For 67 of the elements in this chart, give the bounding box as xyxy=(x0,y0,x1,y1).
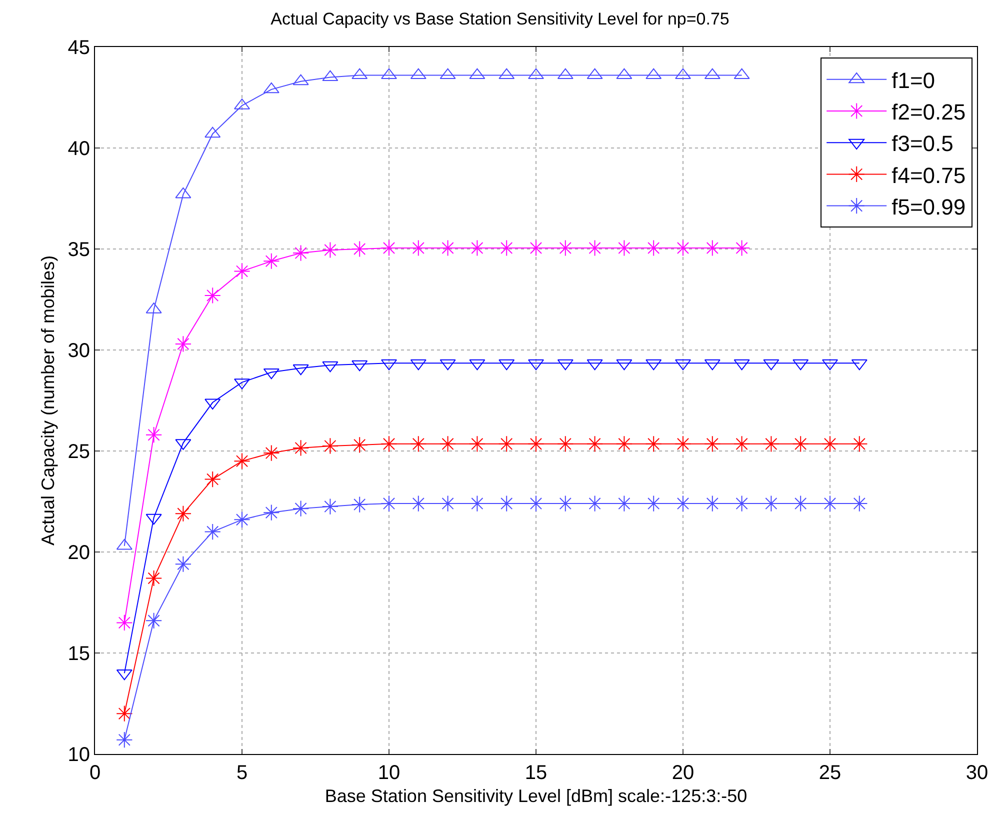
point xyxy=(380,436,398,452)
chart-title: Actual Capacity vs Base Station Sensitivity Level for np=0.75 xyxy=(270,9,730,28)
point xyxy=(616,436,632,452)
point xyxy=(410,436,427,452)
y-tick-label: 20 xyxy=(68,542,90,564)
point xyxy=(734,436,750,452)
point xyxy=(645,436,662,452)
point xyxy=(116,732,133,748)
point xyxy=(174,505,192,522)
point xyxy=(440,436,456,452)
x-axis-title: Base Station Sensitivity Level [dBm] scale:-125:3:-50 xyxy=(324,786,748,806)
point xyxy=(204,470,221,488)
y-tick-label: 30 xyxy=(68,340,90,362)
y-tick-label: 45 xyxy=(68,37,90,59)
point xyxy=(704,436,721,452)
point xyxy=(263,444,280,462)
point xyxy=(351,240,368,258)
point xyxy=(322,498,338,515)
point xyxy=(146,612,162,629)
legend-label: f5=0.99 xyxy=(892,194,966,220)
point xyxy=(468,436,486,452)
point xyxy=(174,556,192,572)
legend-label: f1=0 xyxy=(892,68,936,93)
point xyxy=(498,436,515,452)
point xyxy=(528,436,544,452)
x-tick-label: 30 xyxy=(966,762,988,784)
point xyxy=(116,614,133,631)
point xyxy=(263,504,280,521)
point xyxy=(263,252,280,270)
y-tick-label: 40 xyxy=(68,138,90,160)
y-tick-label: 15 xyxy=(68,643,90,665)
legend-label: f4=0.75 xyxy=(892,162,966,188)
x-tick-label: 15 xyxy=(524,762,548,784)
legend-label: f3=0.5 xyxy=(892,131,954,156)
point xyxy=(292,440,310,456)
point xyxy=(146,426,162,444)
x-tick-label: 10 xyxy=(378,762,400,784)
point xyxy=(792,436,809,452)
point xyxy=(586,436,604,452)
x-tick-label: 20 xyxy=(672,762,694,784)
y-tick-label: 35 xyxy=(68,239,90,261)
point xyxy=(234,452,250,470)
point xyxy=(204,287,221,304)
point xyxy=(351,436,368,454)
y-tick-label: 25 xyxy=(68,441,90,463)
point xyxy=(174,336,192,352)
point xyxy=(351,496,368,513)
point xyxy=(322,242,338,258)
point xyxy=(851,436,868,452)
legend-label: f2=0.25 xyxy=(892,100,966,125)
point xyxy=(116,705,133,722)
point xyxy=(234,511,250,528)
x-tick-label: 0 xyxy=(89,762,101,784)
point xyxy=(322,438,338,454)
point xyxy=(674,436,692,452)
point xyxy=(557,436,574,452)
x-tick-label: 25 xyxy=(818,762,842,784)
point xyxy=(292,500,310,517)
point xyxy=(762,436,780,452)
point xyxy=(146,570,162,587)
point xyxy=(822,436,838,452)
y-axis-title: Actual Capacity (number of mobiles) xyxy=(38,255,58,546)
y-tick-label: 10 xyxy=(68,744,90,766)
point xyxy=(234,262,250,280)
x-tick-label: 5 xyxy=(236,762,248,784)
point xyxy=(204,524,221,540)
point xyxy=(292,244,310,262)
